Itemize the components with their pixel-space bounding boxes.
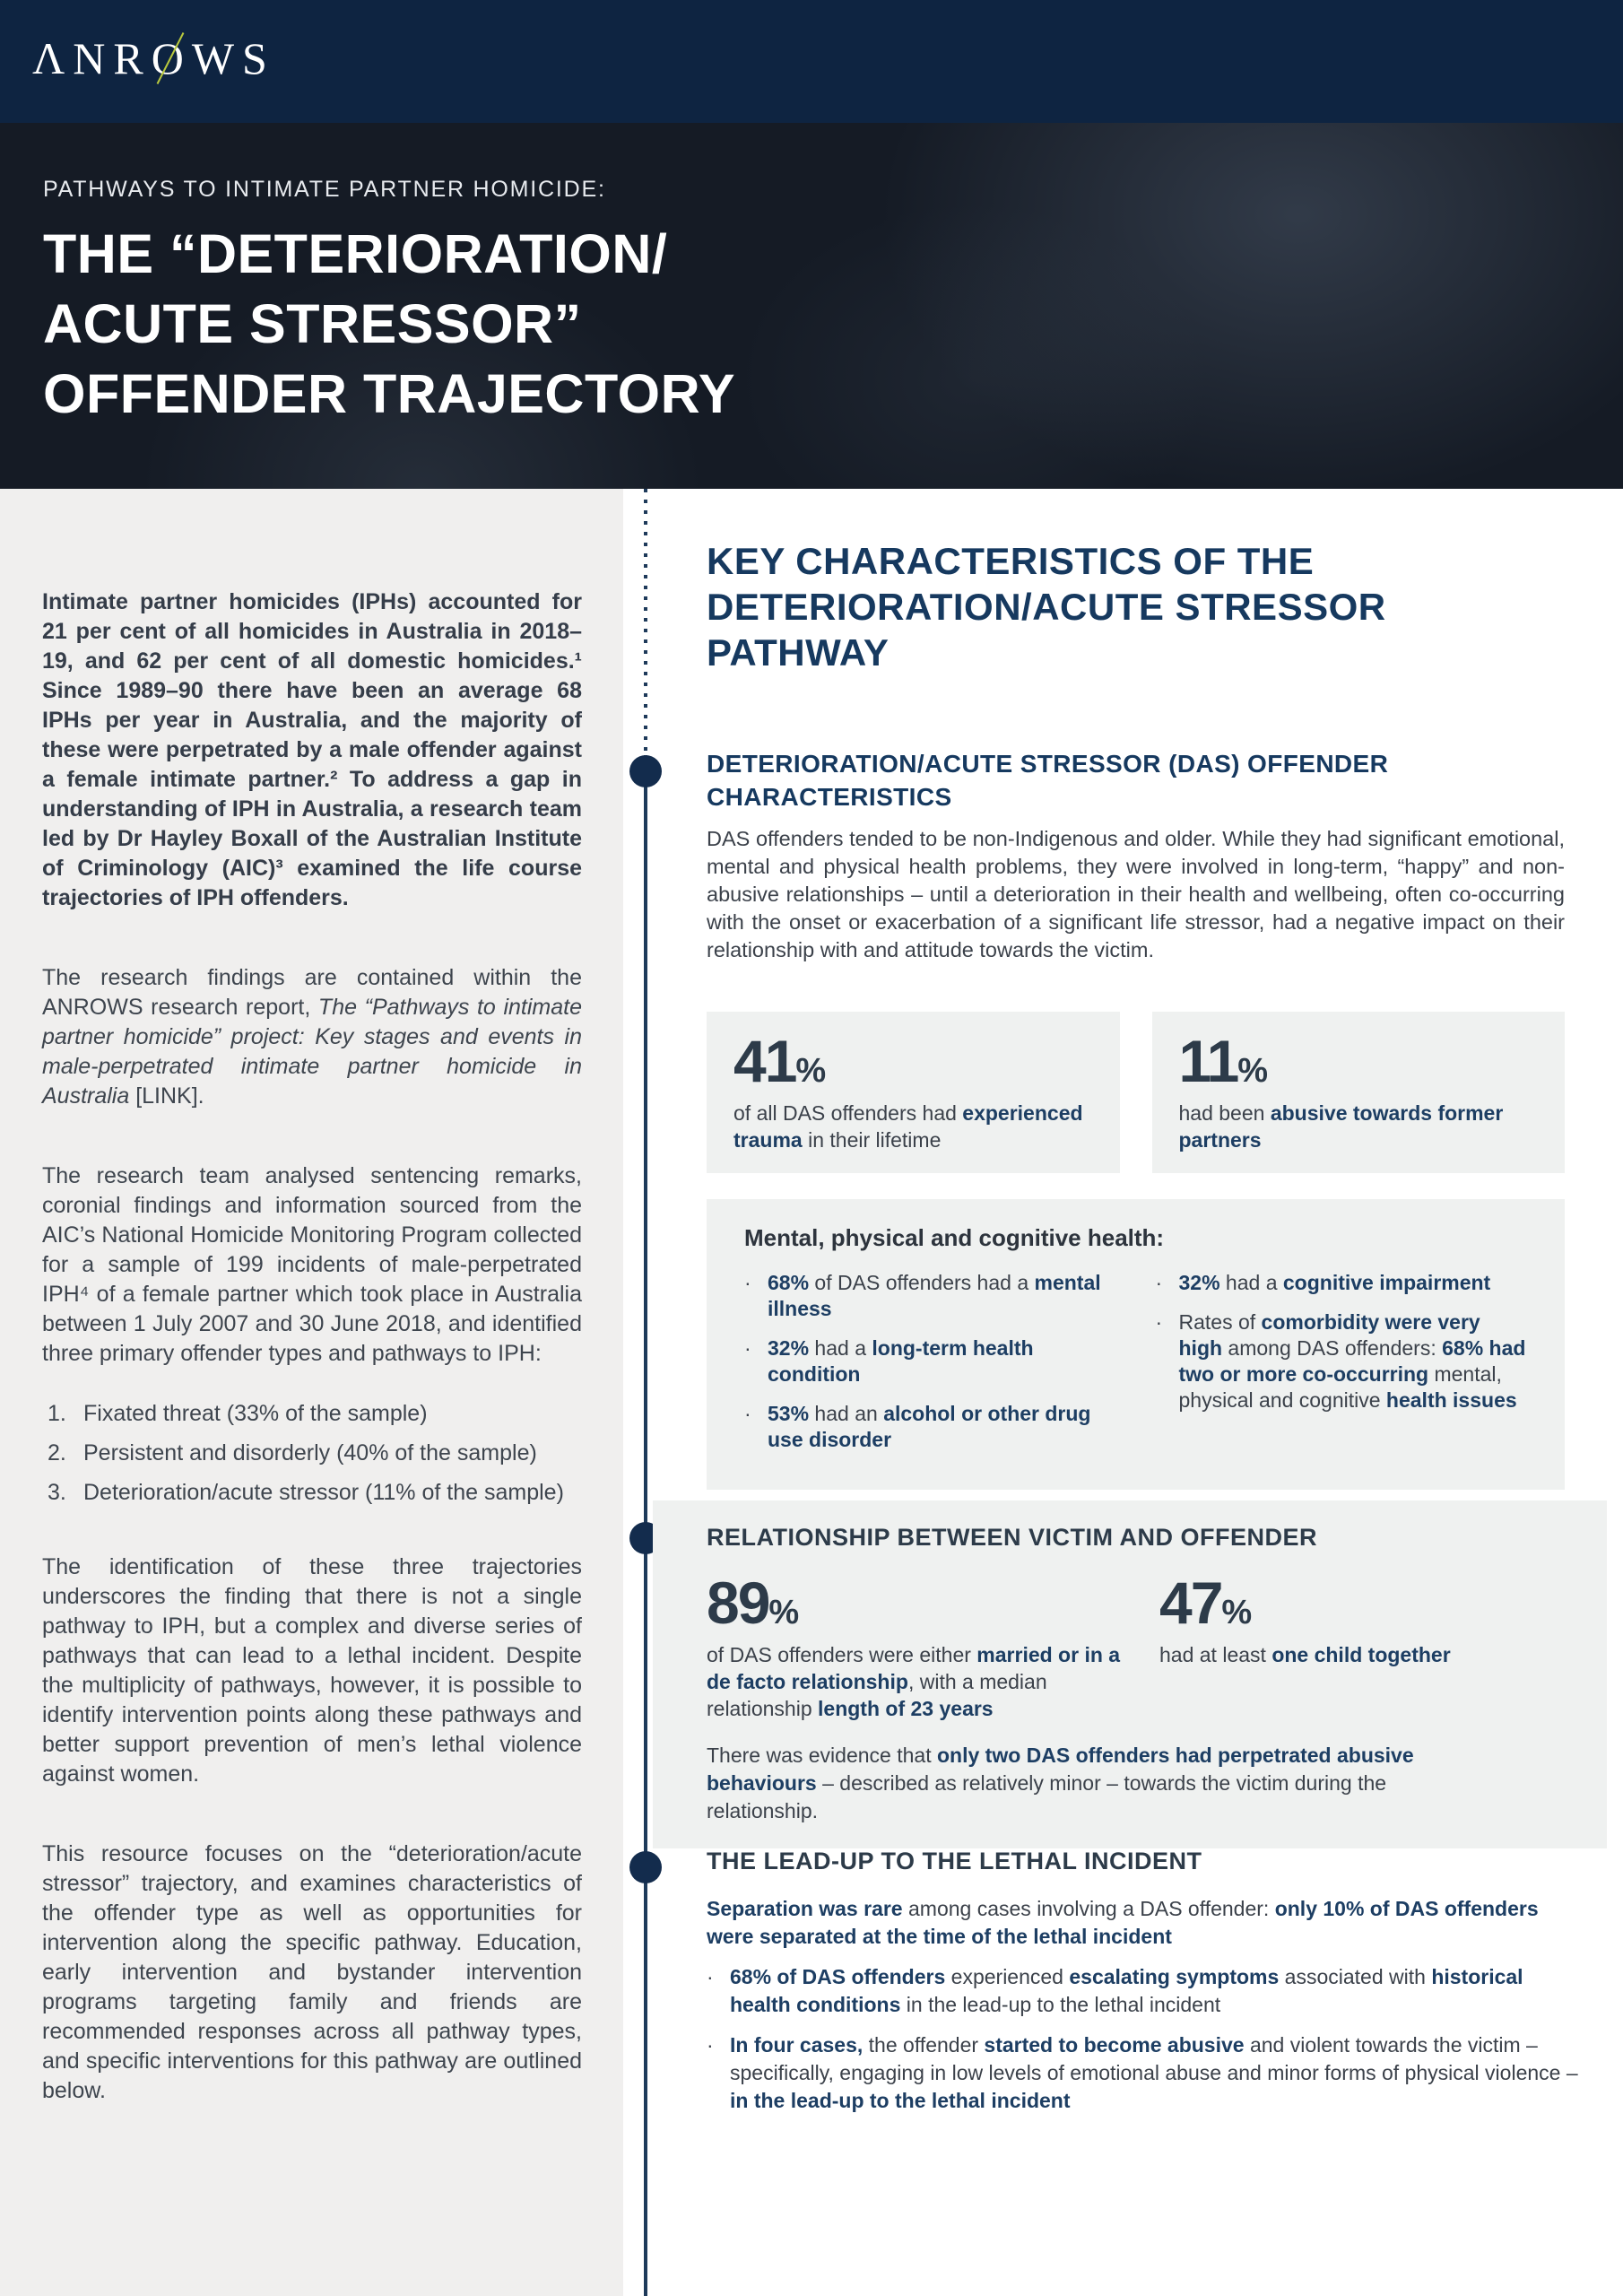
pathway-type-list: 1. Fixated threat (33% of the sample) 2.… [48,1399,582,1508]
bullet-item: · 32% had a long-term health condition [744,1335,1118,1387]
bullet-text: In four cases, the offender started to b… [730,2033,1578,2112]
list-item: 1. Fixated threat (33% of the sample) [48,1399,582,1429]
bullet-icon: · [707,1965,714,1988]
logo-text-pre: ΛNR [32,33,152,83]
relationship-heading: RELATIONSHIP BETWEEN VICTIM AND OFFENDER [707,1524,1318,1551]
leadup-summary: Separation was rare among cases involvin… [707,1897,1539,1948]
stat-value: 41 [733,1028,797,1094]
das-description: DAS offenders tended to be non-Indigenou… [707,827,1565,961]
hero-banner: PATHWAYS TO INTIMATE PARTNER HOMICIDE: T… [0,123,1623,489]
intro-paragraph-2: The research findings are contained with… [42,965,582,1109]
bullet-icon: · [744,1271,751,1294]
bullet-icon: · [744,1336,751,1360]
bullet-text: 53% had an alcohol or other drug use dis… [768,1402,1091,1451]
stat-box-abusive-former: 11% had been abusive towards former part… [1151,1012,1565,1173]
stat-value: 47 [1159,1570,1223,1636]
page-title-line: OFFENDER TRAJECTORY [43,363,736,424]
stat-caption: had at least one child together [1159,1643,1451,1666]
list-item-text: Fixated threat (33% of the sample) [83,1401,428,1426]
heading-line: DETERIORATION/ACUTE STRESSOR (DAS) OFFEN… [707,750,1389,778]
list-number: 3. [48,1480,66,1505]
stat-caption: of all DAS offenders had experienced tra… [733,1101,1083,1152]
leadup-section: THE LEAD-UP TO THE LETHAL INCIDENT Separ… [707,1848,1585,2115]
relationship-note: There was evidence that only two DAS off… [707,1744,1414,1822]
anrows-logo: ΛNROWS [32,36,275,81]
list-item: 2. Persistent and disorderly (40% of the… [48,1439,582,1468]
relationship-stats: 89% of DAS offenders were either married… [707,1571,1571,1722]
bullet-icon: · [1155,1271,1163,1294]
stat-percent-sign: % [768,1594,800,1631]
bullet-icon: · [707,2033,714,2057]
bullet-text: 32% had a cognitive impairment [1178,1271,1491,1294]
bullet-item: · 68% of DAS offenders experienced escala… [707,1963,1585,2019]
list-item: 3. Deterioration/acute stressor (11% of … [48,1478,582,1508]
hero-eyebrow: PATHWAYS TO INTIMATE PARTNER HOMICIDE: [43,177,606,202]
heading-line: DETERIORATION/ACUTE STRESSOR [707,586,1386,628]
intro-paragraph-3: The research team analysed sentencing re… [42,1163,582,1366]
page-title-line: ACUTE STRESSOR” [43,293,582,354]
stat-caption: had been abusive towards former partners [1178,1101,1504,1152]
bullet-item: · Rates of comorbidity were very high amo… [1156,1309,1530,1413]
bullet-text: 32% had a long-term health condition [768,1336,1034,1386]
logo-slashed-o-icon: O [151,33,192,83]
timeline-dotted-line [644,489,647,755]
intro-paragraph-1: Intimate partner homicides (IPHs) accoun… [42,589,582,910]
top-navy-bar: ΛNROWS [0,0,1623,123]
stat-caption: of DAS offenders were either married or … [707,1643,1121,1720]
stat-box-trauma: 41% of all DAS offenders had experienced… [707,1012,1120,1173]
bullet-item: · 53% had an alcohol or other drug use di… [744,1401,1118,1453]
timeline-dot-icon [629,755,662,787]
heading-line: KEY CHARACTERISTICS OF THE [707,540,1315,582]
heading-line: CHARACTERISTICS [707,783,952,811]
stat-value: 89 [707,1570,770,1636]
page-title: THE “DETERIORATION/ ACUTE STRESSOR” OFFE… [43,219,735,429]
hero-content: PATHWAYS TO INTIMATE PARTNER HOMICIDE: T… [43,177,735,429]
heading-line: PATHWAY [707,631,890,674]
bullet-text: Rates of comorbidity were very high amon… [1178,1310,1526,1412]
relationship-panel: RELATIONSHIP BETWEEN VICTIM AND OFFENDER… [653,1500,1607,1848]
health-columns: · 68% of DAS offenders had a mental illne… [744,1270,1529,1466]
stat-percent-sign: % [1221,1594,1253,1631]
health-panel-title: Mental, physical and cognitive health: [744,1224,1165,1251]
timeline-dot-icon [629,1851,662,1883]
list-item-text: Deterioration/acute stressor (11% of the… [83,1480,564,1505]
intro-paragraph-5: This resource focuses on the “deteriorat… [42,1841,582,2103]
list-number: 1. [48,1401,66,1426]
das-stat-boxes: 41% of all DAS offenders had experienced… [707,1012,1565,1173]
logo-text-post: WS [191,33,275,83]
list-number: 2. [48,1440,66,1465]
stat-number: 11% [1179,1030,1539,1092]
intro-column: Intimate partner homicides (IPHs) accoun… [0,489,623,2296]
bullet-item: · 32% had a cognitive impairment [1156,1270,1530,1296]
bullet-item: · 68% of DAS offenders had a mental illne… [744,1270,1118,1322]
bullet-text: 68% of DAS offenders had a mental illnes… [768,1271,1101,1320]
section-das-characteristics: DETERIORATION/ACUTE STRESSOR (DAS) OFFEN… [707,747,1565,964]
stat-number: 41% [733,1030,1093,1092]
health-panel: Mental, physical and cognitive health: ·… [707,1199,1565,1490]
page-title-line: THE “DETERIORATION/ [43,223,668,284]
bullet-item: · In four cases, the offender started to … [707,2031,1585,2115]
health-column-left: · 68% of DAS offenders had a mental illne… [744,1270,1118,1466]
bullet-text: 68% of DAS offenders experienced escalat… [730,1965,1523,2016]
stat-percent-sign: % [795,1052,827,1090]
intro-paragraph-4: The identification of these three trajec… [42,1554,582,1787]
das-section-heading: DETERIORATION/ACUTE STRESSOR (DAS) OFFEN… [707,747,1565,813]
bullet-icon: · [744,1402,751,1425]
stat-percent-sign: % [1237,1052,1269,1090]
list-item-text: Persistent and disorderly (40% of the sa… [83,1440,537,1465]
stat-number: 89% [707,1571,1159,1634]
section-heading-key-characteristics: KEY CHARACTERISTICS OF THE DETERIORATION… [707,538,1549,675]
stat-number: 47% [1159,1571,1581,1634]
bullet-icon: · [1155,1310,1163,1334]
leadup-heading: THE LEAD-UP TO THE LETHAL INCIDENT [707,1848,1202,1874]
stat-value: 11 [1178,1028,1240,1094]
health-column-right: · 32% had a cognitive impairment · Rates o… [1156,1270,1530,1466]
stat-children: 47% had at least one child together [1159,1571,1581,1722]
stat-married: 89% of DAS offenders were either married… [707,1571,1159,1722]
